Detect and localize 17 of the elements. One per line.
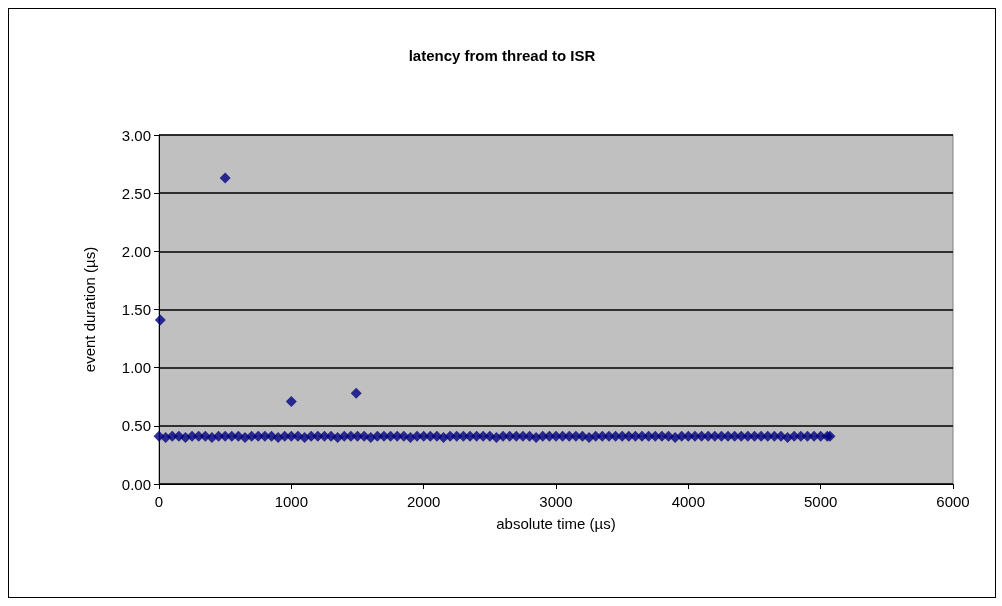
y-tick-label: 0.00 xyxy=(121,475,151,493)
y-tick-label: 1.00 xyxy=(121,359,151,377)
y-tick-label: 3.00 xyxy=(121,126,151,144)
x-tick-label: 5000 xyxy=(803,493,838,510)
x-tick-label: 6000 xyxy=(936,493,970,510)
y-tick-label: 2.00 xyxy=(121,242,151,260)
x-tick-label: 4000 xyxy=(671,493,706,510)
y-axis-title: event duration (µs) xyxy=(81,246,98,373)
x-tick-label: 3000 xyxy=(539,493,573,510)
y-tick-label: 2.50 xyxy=(121,184,151,202)
x-axis-title: absolute time (µs) xyxy=(496,515,616,532)
x-tick-label: 2000 xyxy=(406,493,441,510)
x-tick-label: 1000 xyxy=(274,493,309,510)
y-tick-label: 1.50 xyxy=(121,301,151,318)
y-tick-label: 0.50 xyxy=(121,417,151,435)
x-tick-label: 0 xyxy=(154,493,164,510)
chart-title: latency from thread to ISR xyxy=(408,47,596,64)
